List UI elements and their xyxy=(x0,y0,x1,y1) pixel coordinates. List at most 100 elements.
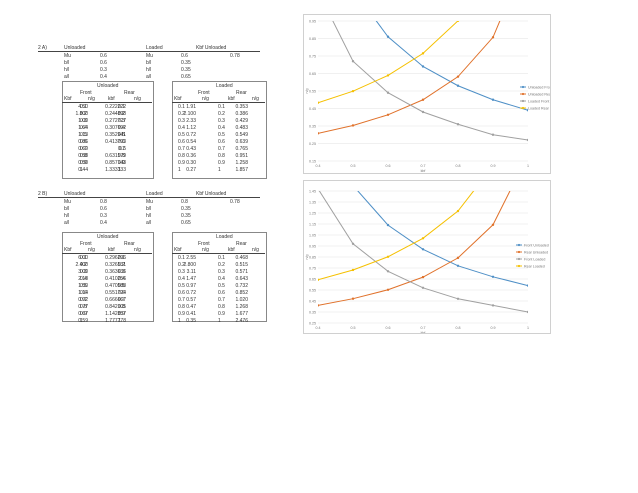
series-group xyxy=(318,21,460,104)
table-cell: 0.1 xyxy=(218,255,225,261)
column-header: n/g xyxy=(88,96,95,102)
legend-label: Unloaded Rear xyxy=(528,92,550,96)
table-cell: 0.7 xyxy=(118,146,125,152)
param-name: a/l xyxy=(64,74,70,80)
table-cell: 2.100 xyxy=(183,111,196,117)
table-cell: 1 xyxy=(218,167,221,173)
data-point xyxy=(456,264,460,267)
x-tick-label: 0.6 xyxy=(386,326,391,330)
table-cell: 0.2 xyxy=(178,262,185,268)
series-group xyxy=(332,21,528,142)
data-point xyxy=(456,21,460,23)
legend-label: Front Loaded xyxy=(524,257,545,261)
table-cell: 0.6 xyxy=(80,290,87,296)
x-tick-label: 0.4 xyxy=(316,164,321,168)
series-group xyxy=(318,191,528,314)
data-point xyxy=(456,84,460,87)
table-cell: 0.9 xyxy=(178,160,185,166)
chart-b-svg: 0.25 0.35 0.45 0.55 0.65 0.75 0.85 0.95 1.05 1.15… xyxy=(305,190,549,336)
table-cell: 0.765 xyxy=(235,146,248,152)
table-cell: 0.4 xyxy=(80,276,87,282)
data-point xyxy=(351,297,355,300)
table-cell: 0.6 xyxy=(178,290,185,296)
data-point xyxy=(386,91,390,94)
y-tick-label: 1.05 xyxy=(309,234,316,238)
y-axis-label: n/g xyxy=(305,89,309,94)
table-cell: 0.666667 xyxy=(105,297,126,303)
front-header: Front xyxy=(198,241,210,247)
column-header: kbf xyxy=(108,247,115,253)
column-header: kbf xyxy=(228,247,235,253)
table-cell: 2.800 xyxy=(183,262,196,268)
table-cell: 0.5 xyxy=(80,132,87,138)
data-point xyxy=(491,133,495,136)
table-cell: 0.3 xyxy=(118,118,125,124)
table-cell: 0.352941 xyxy=(105,132,126,138)
data-point xyxy=(386,113,390,117)
x-axis-label: kbf xyxy=(421,331,426,333)
legend-marker xyxy=(517,257,521,261)
table-cell: 0.1 xyxy=(118,104,125,110)
table-cell: 0.857143 xyxy=(105,160,126,166)
table-cell: 0.470588 xyxy=(105,283,126,289)
legend-label: Loaded Front xyxy=(528,99,549,103)
data-point xyxy=(456,123,460,126)
table-cell: 0.8 xyxy=(80,304,87,310)
param-value: 0.35 xyxy=(181,213,191,219)
data-point xyxy=(491,36,495,39)
x-tick-label: 1 xyxy=(527,326,529,330)
data-point xyxy=(351,89,355,93)
y-tick-label: 1.45 xyxy=(309,190,316,194)
param-name: h/l xyxy=(64,67,70,73)
table-cell: 0.8 xyxy=(178,304,185,310)
data-point xyxy=(421,110,425,114)
table-cell: 1.333333 xyxy=(105,167,126,173)
table-cell: 0.7 xyxy=(80,297,87,303)
table-cell: 0.1 xyxy=(80,255,87,261)
table-cell: 0.222222 xyxy=(105,104,126,110)
param-name: h/l xyxy=(146,67,152,73)
table-cell: 0.6 xyxy=(178,139,185,145)
table-cell: 0.9 xyxy=(80,311,87,317)
column-header: n/g xyxy=(202,96,209,102)
table-cell: 0.386 xyxy=(235,111,248,117)
table-cell: 0.2 xyxy=(118,262,125,268)
data-point xyxy=(318,101,320,104)
table-cell: 0.3 xyxy=(118,269,125,275)
table-cell: 1.857 xyxy=(235,167,248,173)
table-title: Unloaded xyxy=(97,83,119,89)
table-cell: 0.7 xyxy=(218,297,225,303)
data-point xyxy=(456,256,460,260)
table-cell: 0.483 xyxy=(235,125,248,131)
param-value: 0.6 xyxy=(181,53,188,59)
data-point xyxy=(421,237,425,240)
table-cell: 0.2 xyxy=(178,111,185,117)
table-cell: 0.3 xyxy=(80,118,87,124)
param-value: 0.6 xyxy=(100,53,107,59)
table-cell: 0.72 xyxy=(186,132,196,138)
x-tick-label: 0.9 xyxy=(491,326,496,330)
param-value: 0.35 xyxy=(181,206,191,212)
table-cell: 0.54 xyxy=(186,139,196,145)
table-cell: 0.272727 xyxy=(105,118,126,124)
kbf-value: 0.78 xyxy=(230,53,240,59)
table-cell: 0.3 xyxy=(80,269,87,275)
table-cell: 0.50 xyxy=(78,160,88,166)
table-cell: 2.18 xyxy=(78,276,88,282)
table-cell: 2.33 xyxy=(186,118,196,124)
table-cell: 0.4 xyxy=(218,125,225,131)
table-cell: 0.5 xyxy=(118,132,125,138)
legend-marker xyxy=(521,85,525,89)
params-loaded-header: Loaded xyxy=(146,45,163,51)
table-cell: 0.4 xyxy=(218,276,225,282)
table-cell: 0.7 xyxy=(80,146,87,152)
table-cell: 0.47 xyxy=(186,304,196,310)
y-tick-label: 0.25 xyxy=(309,322,316,326)
front-header: Front xyxy=(198,90,210,96)
legend-marker xyxy=(521,99,525,103)
table-cell: 1 xyxy=(178,167,181,173)
table-cell: 0.732 xyxy=(235,283,248,289)
param-name: a/l xyxy=(146,220,152,226)
param-name: Mu xyxy=(64,199,71,205)
data-point xyxy=(456,209,460,213)
